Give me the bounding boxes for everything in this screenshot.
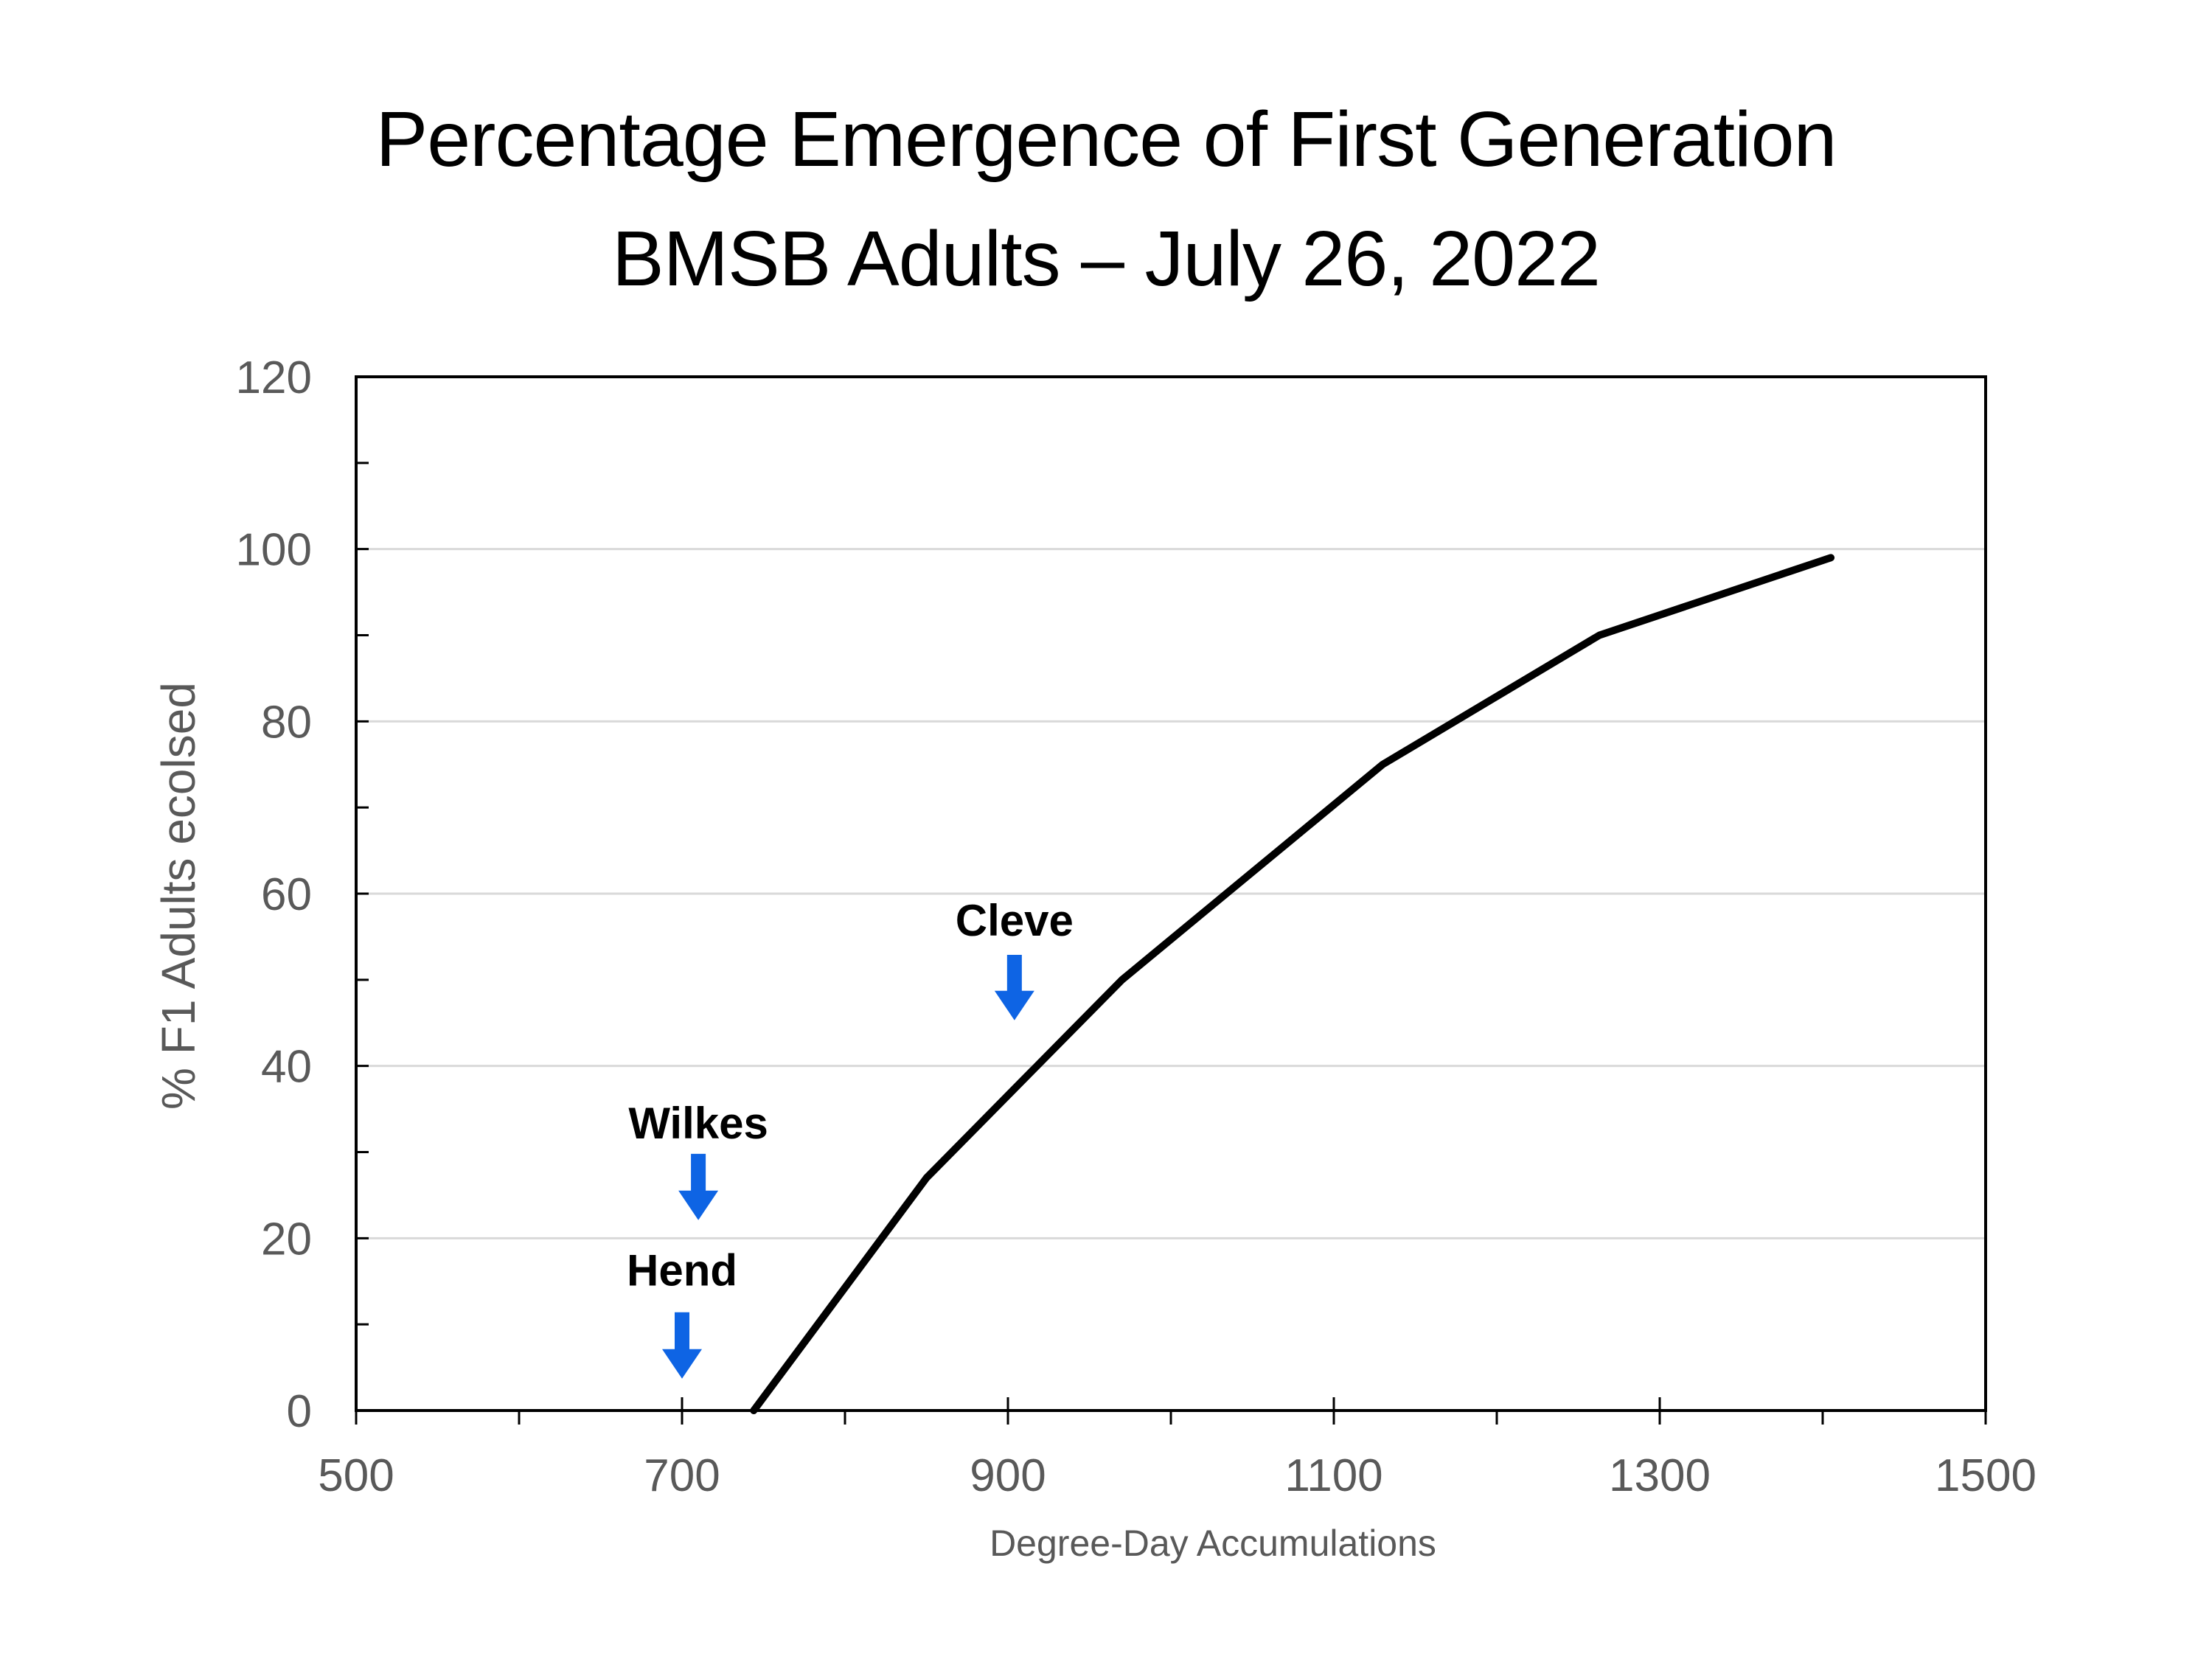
y-tick-label-120: 120 [236,352,312,403]
annotation-label-wilkes: Wilkes [628,1099,768,1148]
chart-title-line2: BMSB Adults – July 26, 2022 [611,215,1601,302]
annotation-label-cleve: Cleve [956,896,1074,945]
y-tick-label-100: 100 [236,525,312,576]
chart-title: Percentage Emergence of First Generation… [0,80,2212,319]
annotation-label-hend: Hend [627,1246,737,1295]
y-axis-title: % F1 Adults ecolsed [152,682,205,1110]
x-tick-label-700: 700 [644,1450,720,1501]
annotation-down-arrow-wilkes [678,1153,719,1220]
y-tick-label-40: 40 [261,1042,312,1093]
y-tick-label-80: 80 [261,697,312,748]
y-tick-label-20: 20 [261,1214,312,1265]
x-tick-label-1300: 1300 [1609,1450,1711,1501]
x-tick-label-500: 500 [318,1450,394,1501]
chart-title-line1: Percentage Emergence of First Generation [375,96,1837,183]
y-tick-label-0: 0 [287,1386,312,1437]
y-tick-label-60: 60 [261,869,312,920]
annotation-down-arrow-hend [662,1312,702,1379]
x-tick-label-1100: 1100 [1284,1450,1382,1501]
emergence-curve [750,554,1835,1414]
x-tick-label-1500: 1500 [1935,1450,2037,1501]
x-axis-title: Degree-Day Accumulations [990,1523,1436,1564]
x-tick-label-900: 900 [970,1450,1046,1501]
annotation-down-arrow-cleve [994,954,1034,1020]
